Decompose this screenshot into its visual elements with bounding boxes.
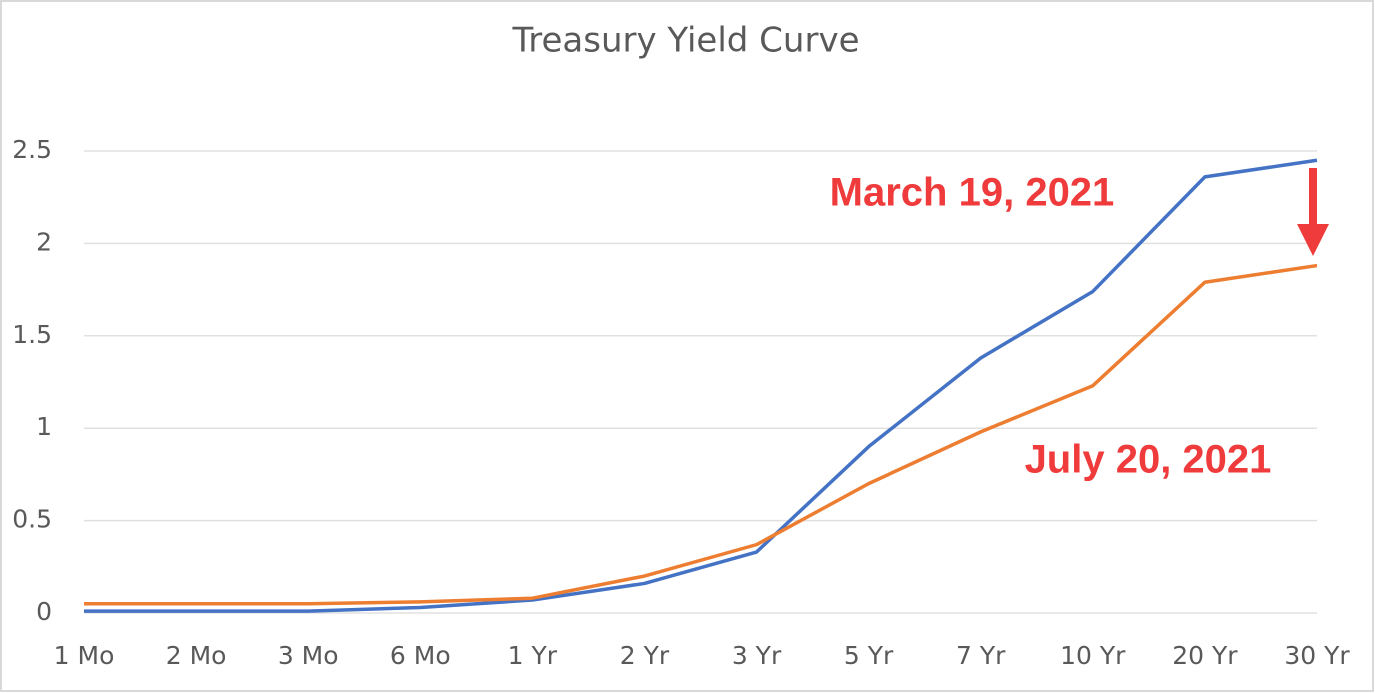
x-tick-label: 30 Yr	[1284, 641, 1350, 670]
x-tick-label: 7 Yr	[956, 641, 1006, 670]
series-line	[84, 158, 1318, 613]
annotation: March 19, 2021	[830, 171, 1115, 215]
annotation: July 20, 2021	[1025, 438, 1272, 482]
y-tick-label: 0.5	[12, 505, 52, 534]
y-tick-label: 0	[36, 597, 52, 626]
x-tick-label: 10 Yr	[1060, 641, 1126, 670]
series-line	[84, 263, 1318, 606]
x-tick-label: 6 Mo	[390, 641, 451, 670]
y-tick-label: 2.5	[12, 135, 52, 164]
arrow	[1297, 168, 1329, 256]
chart-title: Treasury Yield Curve	[512, 21, 860, 61]
x-tick-label: 2 Yr	[620, 641, 670, 670]
x-tick-label: 1 Yr	[508, 641, 558, 670]
y-tick-label: 1	[36, 412, 52, 441]
y-tick-label: 2	[36, 227, 52, 256]
x-tick-label: 20 Yr	[1172, 641, 1238, 670]
y-tick-label: 1.5	[12, 320, 52, 349]
x-tick-label: 5 Yr	[844, 641, 894, 670]
x-tick-label: 3 Mo	[278, 641, 339, 670]
x-tick-label: 2 Mo	[166, 641, 227, 670]
x-tick-label: 3 Yr	[732, 641, 782, 670]
x-tick-label: 1 Mo	[54, 641, 115, 670]
